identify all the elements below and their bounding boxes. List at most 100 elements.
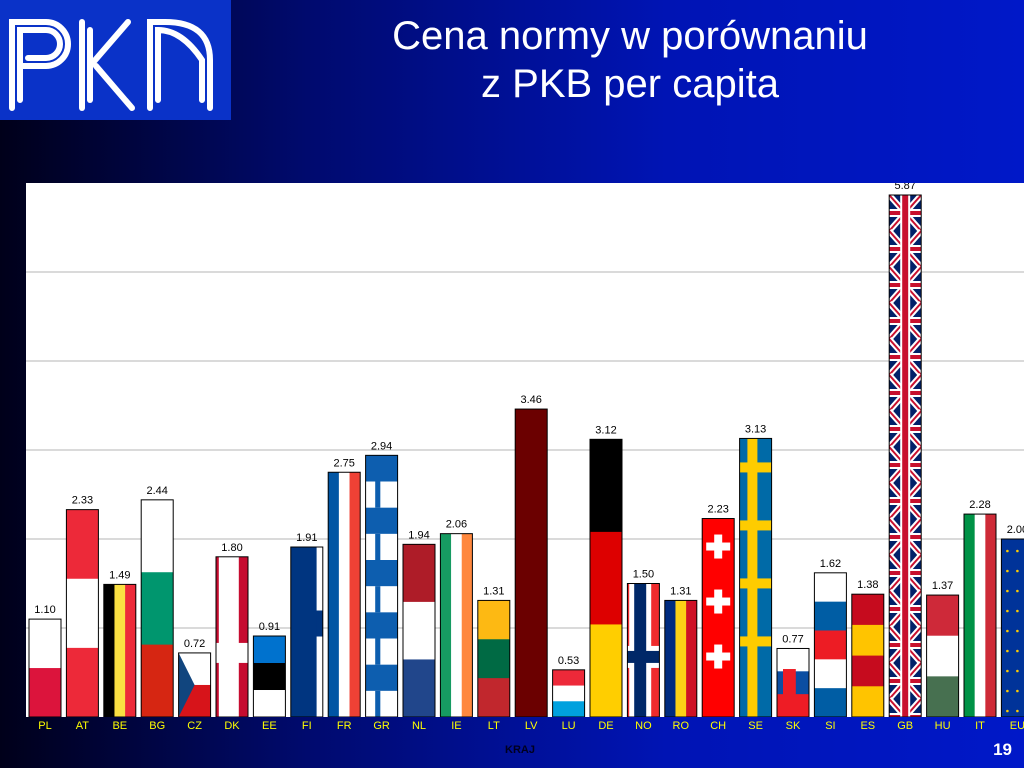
value-label: 0.91 <box>259 621 280 633</box>
category-label: CH <box>710 720 727 732</box>
bar-outline <box>439 533 473 717</box>
category-label: RO <box>672 720 690 732</box>
value-label: 2.33 <box>72 495 93 507</box>
x-axis-label: KRAJ <box>505 744 535 756</box>
value-label: 5.87 <box>894 183 915 192</box>
bar-outline <box>365 454 399 717</box>
bar-outline <box>290 546 324 717</box>
bar-outline <box>514 408 548 717</box>
slide-title: Cena normy w porównaniu z PKB per capita <box>250 12 1010 108</box>
category-label: EU <box>1009 720 1024 732</box>
bar-outline <box>926 594 960 717</box>
bar-ch <box>702 518 735 717</box>
bar-es <box>851 594 884 717</box>
bar-outline <box>589 438 623 717</box>
bar-outline <box>1000 538 1024 717</box>
bar-outline <box>664 599 698 717</box>
category-label: HU <box>934 720 951 732</box>
value-label: 1.91 <box>296 532 317 544</box>
value-label: 0.53 <box>558 655 579 667</box>
category-label: FR <box>336 720 352 732</box>
value-label: 1.50 <box>633 569 654 581</box>
bar-eu <box>1001 539 1024 717</box>
bar-bg <box>141 499 174 717</box>
category-label: IE <box>451 720 462 732</box>
value-label: 2.94 <box>371 440 392 452</box>
value-label: 0.77 <box>782 633 803 645</box>
value-label: 1.31 <box>670 585 691 597</box>
bar-chart: 1.10 2.33 1.49 2.44 0.72 1.80 0.91 1.91 2.75 2.94… <box>26 183 1024 717</box>
value-label: 1.62 <box>820 558 841 570</box>
bar-lu <box>552 669 585 717</box>
pkn-logo-graphic <box>9 18 213 111</box>
category-label: CZ <box>187 720 202 732</box>
category-label: IT <box>975 720 985 732</box>
value-label: 1.38 <box>857 579 878 591</box>
category-label: SI <box>825 720 836 732</box>
category-label: PL <box>38 720 52 732</box>
bar-outline <box>103 583 137 717</box>
bar-outline <box>477 599 511 717</box>
slide-number: 19 <box>993 740 1012 759</box>
value-label: 1.31 <box>483 585 504 597</box>
value-label: 1.80 <box>221 542 242 554</box>
bar-outline <box>140 499 174 717</box>
category-label: GR <box>373 720 390 732</box>
category-label: LT <box>487 720 500 732</box>
value-label: 2.44 <box>146 485 167 497</box>
bar-outline <box>178 652 212 717</box>
category-label: ES <box>860 720 876 732</box>
category-label: LV <box>524 720 538 732</box>
bar-hu <box>926 595 959 717</box>
category-label: NO <box>635 720 652 732</box>
bar-outline <box>701 518 735 717</box>
bar-outline <box>65 509 99 717</box>
bar-at <box>66 509 99 717</box>
bar-outline <box>402 543 436 717</box>
bar-gr <box>365 455 398 717</box>
category-label: DE <box>598 720 614 732</box>
bar-ro <box>664 600 697 717</box>
value-label: 2.00 <box>1007 524 1024 536</box>
bar-outline <box>327 471 361 717</box>
category-label: SE <box>748 720 763 732</box>
bar-de <box>590 439 622 717</box>
category-label: BG <box>149 720 166 732</box>
bar-cz <box>178 652 211 717</box>
category-label: SK <box>785 720 801 732</box>
bar-nl <box>403 544 435 717</box>
slide-title-line2: z PKB per capita <box>481 62 779 106</box>
pkn-logo <box>0 0 231 120</box>
value-label: 0.72 <box>184 638 205 650</box>
category-label: EE <box>262 720 277 732</box>
bar-be <box>103 584 136 717</box>
category-label: AT <box>75 720 90 732</box>
bar-no <box>627 583 660 717</box>
bar-fr <box>328 472 361 717</box>
bar-fi <box>290 547 323 717</box>
bar-lt <box>477 600 510 717</box>
value-label: 1.94 <box>408 529 429 541</box>
category-label: LU <box>561 720 576 732</box>
bar-it <box>964 514 996 717</box>
value-label: 3.46 <box>520 394 541 406</box>
value-label: 2.75 <box>333 457 354 469</box>
value-label: 3.13 <box>745 423 766 435</box>
bar-se <box>739 438 772 717</box>
value-label: 1.37 <box>932 580 953 592</box>
value-label: 1.10 <box>34 604 55 616</box>
value-label: 3.12 <box>595 424 616 436</box>
bar-outline <box>888 194 922 717</box>
value-label: 2.23 <box>707 504 728 516</box>
bar-lv <box>515 409 548 717</box>
bar-gb <box>889 195 922 717</box>
category-label: DK <box>224 720 240 732</box>
bar-si <box>814 572 847 717</box>
value-label: 2.28 <box>969 499 990 511</box>
slide-title-line1: Cena normy w porównaniu <box>392 14 868 58</box>
value-label: 2.06 <box>446 519 467 531</box>
bar-dk <box>216 556 248 717</box>
category-label: NL <box>411 720 427 732</box>
category-label: FI <box>301 720 312 732</box>
bar-ie <box>440 533 473 717</box>
